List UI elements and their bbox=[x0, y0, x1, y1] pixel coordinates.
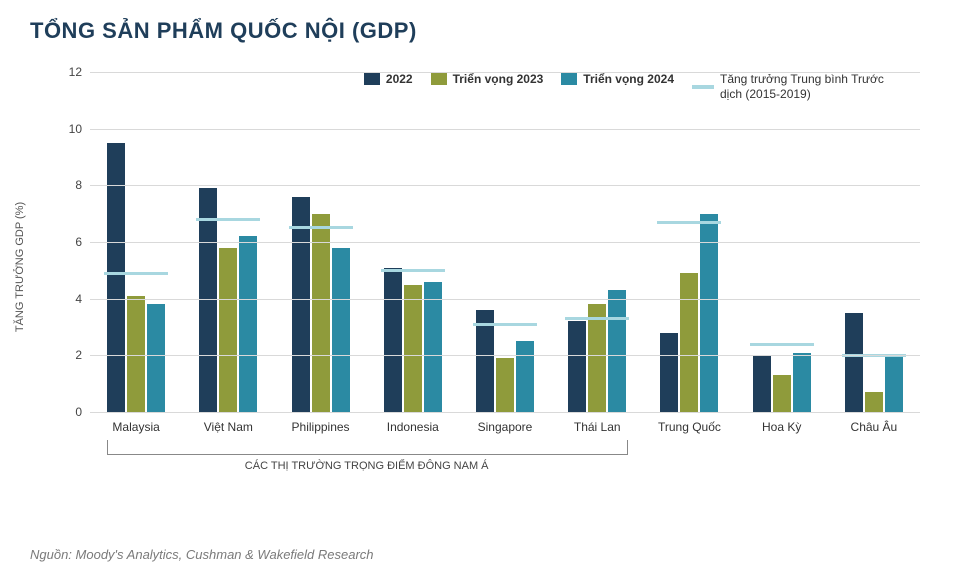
bar-y2023 bbox=[404, 285, 422, 413]
bar-y2024 bbox=[239, 236, 257, 412]
y-tick-label: 8 bbox=[75, 178, 90, 192]
pre-pandemic-marker bbox=[196, 218, 260, 221]
grid-line bbox=[90, 129, 920, 130]
y-tick-label: 12 bbox=[69, 65, 90, 79]
grid-line bbox=[90, 72, 920, 73]
bar-y2023 bbox=[127, 296, 145, 412]
source-footnote: Nguồn: Moody's Analytics, Cushman & Wake… bbox=[30, 547, 374, 562]
bar-y2023 bbox=[496, 358, 514, 412]
sea-bracket-label: CÁC THỊ TRƯỜNG TRỌNG ĐIỂM ĐÔNG NAM Á bbox=[245, 460, 489, 472]
x-tick-label: Philippines bbox=[292, 412, 350, 434]
grid-line bbox=[90, 355, 920, 356]
pre-pandemic-marker bbox=[381, 269, 445, 272]
bar-y2023 bbox=[588, 304, 606, 412]
grid-line bbox=[90, 185, 920, 186]
bar-y2022 bbox=[199, 188, 217, 412]
pre-pandemic-marker bbox=[473, 323, 537, 326]
bar-y2022 bbox=[845, 313, 863, 412]
x-tick-label: Malaysia bbox=[112, 412, 159, 434]
bar-y2024 bbox=[793, 353, 811, 413]
grid-line bbox=[90, 299, 920, 300]
x-tick-label: Trung Quốc bbox=[658, 412, 721, 434]
pre-pandemic-marker bbox=[750, 343, 814, 346]
bar-y2022 bbox=[660, 333, 678, 412]
x-tick-label: Singapore bbox=[478, 412, 533, 434]
x-tick-label: Indonesia bbox=[387, 412, 439, 434]
plot-area: 2022Triển vọng 2023Triển vọng 2024Tăng t… bbox=[90, 72, 920, 412]
x-tick-label: Hoa Kỳ bbox=[762, 412, 801, 434]
x-tick-label: Châu Âu bbox=[851, 412, 898, 434]
bar-y2022 bbox=[384, 268, 402, 413]
x-tick-label: Thái Lan bbox=[574, 412, 621, 434]
bar-y2024 bbox=[608, 290, 626, 412]
gdp-chart-card: TỔNG SẢN PHẨM QUỐC NỘI (GDP) TĂNG TRƯỞNG… bbox=[0, 0, 967, 578]
y-axis-label: TĂNG TRƯỞNG GDP (%) bbox=[14, 202, 26, 332]
sea-bracket bbox=[107, 440, 628, 455]
bar-y2023 bbox=[680, 273, 698, 412]
pre-pandemic-marker bbox=[289, 226, 353, 229]
x-tick-label: Việt Nam bbox=[204, 412, 253, 434]
pre-pandemic-marker bbox=[565, 317, 629, 320]
bar-y2022 bbox=[568, 321, 586, 412]
bar-y2024 bbox=[700, 214, 718, 412]
grid-line bbox=[90, 412, 920, 413]
bar-y2023 bbox=[773, 375, 791, 412]
chart-wrap: TĂNG TRƯỞNG GDP (%) 2022Triển vọng 2023T… bbox=[30, 52, 930, 482]
bar-y2024 bbox=[147, 304, 165, 412]
bar-y2024 bbox=[424, 282, 442, 412]
bar-y2022 bbox=[107, 143, 125, 412]
grid-line bbox=[90, 242, 920, 243]
y-tick-label: 6 bbox=[75, 235, 90, 249]
bar-y2024 bbox=[885, 355, 903, 412]
bar-y2022 bbox=[753, 355, 771, 412]
y-tick-label: 10 bbox=[69, 122, 90, 136]
pre-pandemic-marker bbox=[104, 272, 168, 275]
y-tick-label: 2 bbox=[75, 348, 90, 362]
y-tick-label: 4 bbox=[75, 292, 90, 306]
bar-y2023 bbox=[865, 392, 883, 412]
pre-pandemic-marker bbox=[657, 221, 721, 224]
bar-y2024 bbox=[516, 341, 534, 412]
bar-y2023 bbox=[219, 248, 237, 412]
bar-y2023 bbox=[312, 214, 330, 412]
y-tick-label: 0 bbox=[75, 405, 90, 419]
bar-y2024 bbox=[332, 248, 350, 412]
chart-title: TỔNG SẢN PHẨM QUỐC NỘI (GDP) bbox=[30, 18, 937, 44]
